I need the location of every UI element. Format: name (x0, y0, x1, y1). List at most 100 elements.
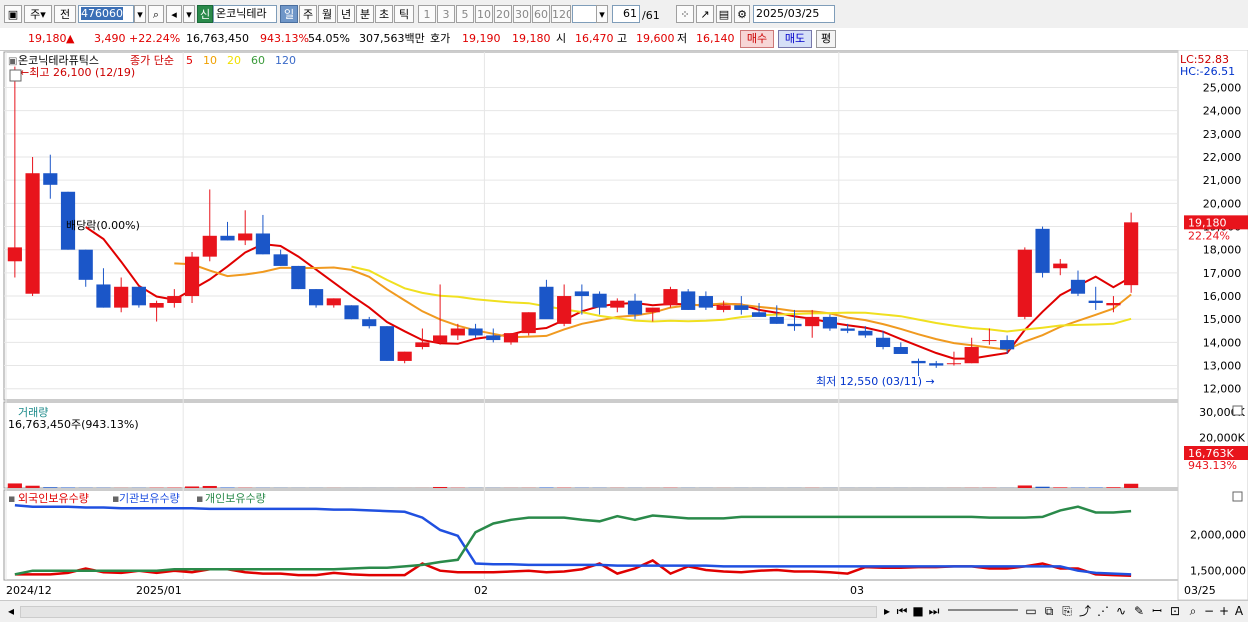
grid-icon[interactable]: ⁘ (676, 5, 694, 23)
candle-body[interactable] (79, 250, 93, 280)
candle-body[interactable] (610, 301, 624, 308)
candle-body[interactable] (114, 287, 128, 308)
period-week-button[interactable]: 주 (299, 5, 317, 23)
buy-button[interactable]: 매수 (740, 30, 774, 48)
candle-body[interactable] (504, 333, 518, 342)
candle-body[interactable] (663, 289, 677, 305)
candle-body[interactable] (185, 257, 199, 296)
period-day-button[interactable]: 일 (280, 5, 298, 23)
candle-body[interactable] (805, 317, 819, 326)
candle-body[interactable] (699, 296, 713, 308)
candle-body[interactable] (911, 361, 925, 363)
candle-body[interactable] (929, 363, 943, 365)
candle-body[interactable] (575, 291, 589, 296)
last-page-icon[interactable]: ⏭ (925, 602, 943, 620)
candle-body[interactable] (451, 328, 465, 335)
candle-body[interactable] (433, 335, 447, 342)
candle-body[interactable] (876, 338, 890, 347)
candle-body[interactable] (415, 342, 429, 347)
num-30-button[interactable]: 30 (513, 5, 531, 23)
candle-body[interactable] (628, 301, 642, 315)
candle-body[interactable] (539, 287, 553, 319)
code-input[interactable]: 476060 (78, 5, 134, 23)
candle-body[interactable] (823, 317, 837, 329)
period-year-button[interactable]: 년 (337, 5, 355, 23)
candle-body[interactable] (1018, 250, 1032, 317)
num-120-button[interactable]: 120 (551, 5, 571, 23)
candle-body[interactable] (256, 233, 270, 254)
candle-body[interactable] (486, 335, 500, 340)
candle-body[interactable] (1089, 301, 1103, 303)
trend-icon[interactable]: ⤴ (1076, 602, 1094, 620)
candle-body[interactable] (344, 305, 358, 319)
scroll-left-icon[interactable]: ◂ (2, 602, 20, 620)
candle-body[interactable] (646, 308, 660, 313)
candle-body[interactable] (841, 328, 855, 330)
num-60-button[interactable]: 60 (532, 5, 550, 23)
volume-close-icon[interactable] (1233, 406, 1242, 415)
candle-body[interactable] (291, 266, 305, 289)
draw-icon[interactable]: ↗ (696, 5, 714, 23)
stock-name-field[interactable]: 온코닉테라 (213, 5, 277, 23)
candle-body[interactable] (1000, 340, 1014, 349)
candle-body[interactable] (274, 254, 288, 266)
candle-body[interactable] (327, 298, 341, 305)
candle-body[interactable] (96, 284, 110, 307)
candle-body[interactable] (362, 319, 376, 326)
period-minute-button[interactable]: 분 (356, 5, 374, 23)
candle-body[interactable] (1106, 303, 1120, 305)
candle-body[interactable] (858, 331, 872, 336)
horizontal-scrollbar[interactable] (20, 606, 877, 618)
mode-ju-button[interactable]: 주▾ (24, 5, 52, 23)
candle-body[interactable] (150, 303, 164, 308)
period-tick-button[interactable]: 틱 (394, 5, 414, 23)
num-5-button[interactable]: 5 (456, 5, 474, 23)
num-20-button[interactable]: 20 (494, 5, 512, 23)
candle-body[interactable] (8, 247, 22, 261)
candle-body[interactable] (592, 294, 606, 308)
candle-body[interactable] (1053, 264, 1067, 269)
gear-icon[interactable]: ⚙ (734, 5, 750, 23)
candle-body[interactable] (522, 312, 536, 333)
search-icon[interactable]: ⌕ (148, 5, 164, 23)
sin-badge[interactable]: 신 (197, 5, 213, 23)
candle-body[interactable] (25, 173, 39, 293)
candle-body[interactable] (238, 233, 252, 240)
candle-body[interactable] (965, 347, 979, 363)
period-month-button[interactable]: 월 (318, 5, 336, 23)
candle-body[interactable] (734, 305, 748, 310)
candle-body[interactable] (894, 347, 908, 354)
period-second-button[interactable]: 초 (375, 5, 393, 23)
save-icon[interactable]: ▤ (716, 5, 732, 23)
speaker-dropdown-icon[interactable]: ▾ (183, 5, 195, 23)
lock-icon[interactable]: ⊡ (1166, 602, 1184, 620)
count-input[interactable]: 61 (612, 5, 640, 23)
candle-body[interactable] (220, 236, 234, 241)
num-1-button[interactable]: 1 (418, 5, 436, 23)
window-icon[interactable]: ▣ (4, 5, 22, 23)
auto-scale-icon[interactable]: A (1230, 602, 1248, 620)
fan-icon[interactable]: ⋰ (1094, 602, 1112, 620)
candle-body[interactable] (1071, 280, 1085, 294)
sell-button[interactable]: 매도 (778, 30, 812, 48)
candle-body[interactable] (752, 312, 766, 317)
candle-body[interactable] (380, 326, 394, 361)
candle-body[interactable] (947, 363, 961, 364)
period-dropdown-icon[interactable]: ▾ (596, 5, 608, 23)
candle-body[interactable] (982, 340, 996, 341)
layout-icon[interactable]: ▭ (1022, 602, 1040, 620)
mode-jeon-button[interactable]: 전 (54, 5, 76, 23)
candle-body[interactable] (309, 289, 323, 305)
candle-body[interactable] (770, 317, 784, 324)
candle-body[interactable] (203, 236, 217, 257)
candle-body[interactable] (398, 352, 412, 361)
num-3-button[interactable]: 3 (437, 5, 455, 23)
speaker-icon[interactable]: ◂ (166, 5, 182, 23)
holding-close-icon[interactable] (1233, 492, 1242, 501)
candle-body[interactable] (43, 173, 57, 185)
text-tool-icon[interactable]: ꟷ (1148, 602, 1166, 620)
candle-body[interactable] (681, 291, 695, 310)
zoom-slider[interactable] (948, 609, 1018, 611)
num-10-button[interactable]: 10 (475, 5, 493, 23)
candle-body[interactable] (787, 324, 801, 326)
